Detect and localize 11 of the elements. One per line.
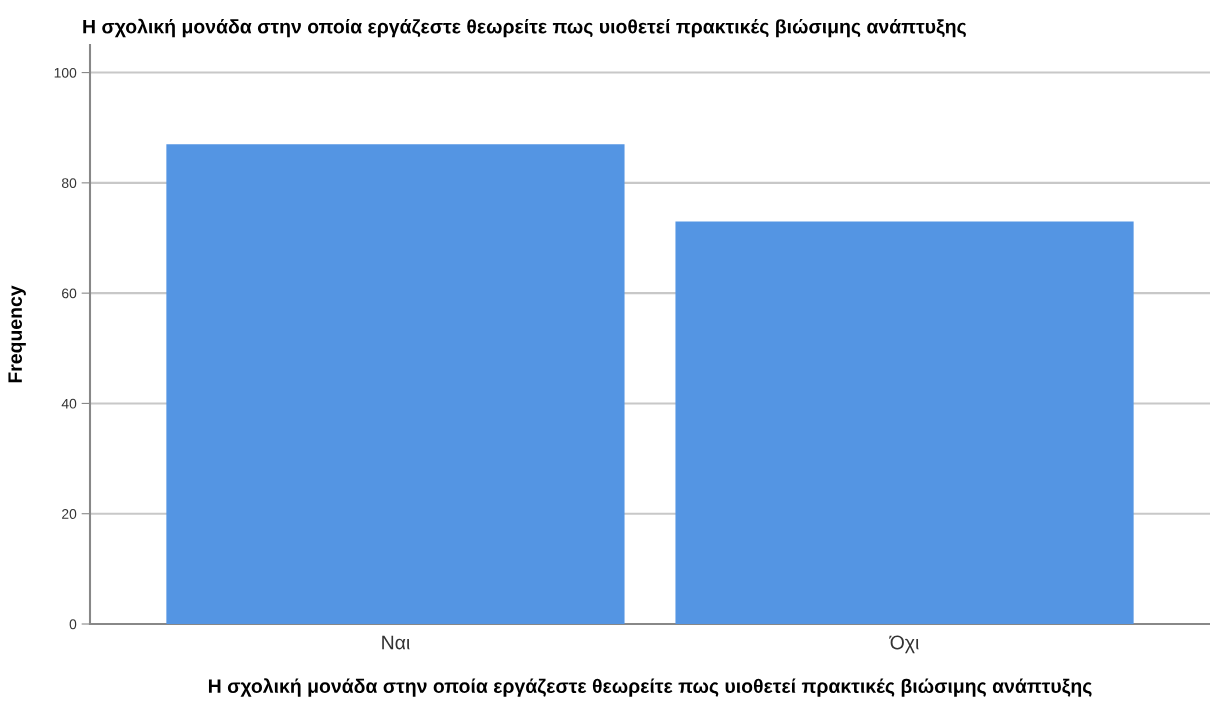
y-tick-label: 100: [54, 67, 77, 78]
chart-title: Η σχολική μονάδα στην οποία εργάζεστε θεωρείτε πως υιοθετεί πρακτικές βιώσιμης ανάπτυξης: [83, 18, 966, 38]
x-tick-label: Ναι: [382, 635, 410, 650]
x-tick-label: Όχι: [889, 635, 919, 654]
x-axis-title: Η σχολική μονάδα στην οποία εργάζεστε θεωρείτε πως υιοθετεί πρακτικές βιώσιμης ανάπτυξης: [208, 678, 1092, 697]
y-tick-label: 0: [69, 619, 77, 630]
y-tick-label: 40: [61, 398, 77, 409]
y-tick-label: 20: [62, 509, 77, 519]
y-axis-title: Frequency: [8, 285, 26, 383]
y-tick-label: 80: [61, 178, 77, 189]
y-tick-label: 60: [62, 288, 77, 299]
